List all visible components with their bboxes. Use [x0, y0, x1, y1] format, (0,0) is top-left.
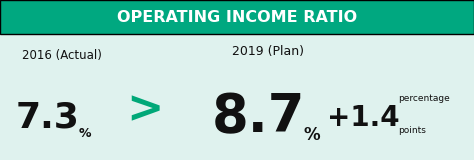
- Text: 2019 (Plan): 2019 (Plan): [232, 45, 304, 59]
- Text: points: points: [398, 126, 426, 135]
- Text: percentage: percentage: [398, 94, 450, 103]
- Text: +1.4: +1.4: [327, 104, 400, 132]
- Text: 7.3: 7.3: [16, 101, 79, 135]
- Text: >: >: [126, 88, 163, 131]
- Text: %: %: [78, 127, 91, 140]
- Text: 8.7: 8.7: [211, 92, 305, 144]
- Text: 2016 (Actual): 2016 (Actual): [22, 49, 101, 62]
- Text: OPERATING INCOME RATIO: OPERATING INCOME RATIO: [117, 10, 357, 25]
- Text: %: %: [303, 126, 320, 144]
